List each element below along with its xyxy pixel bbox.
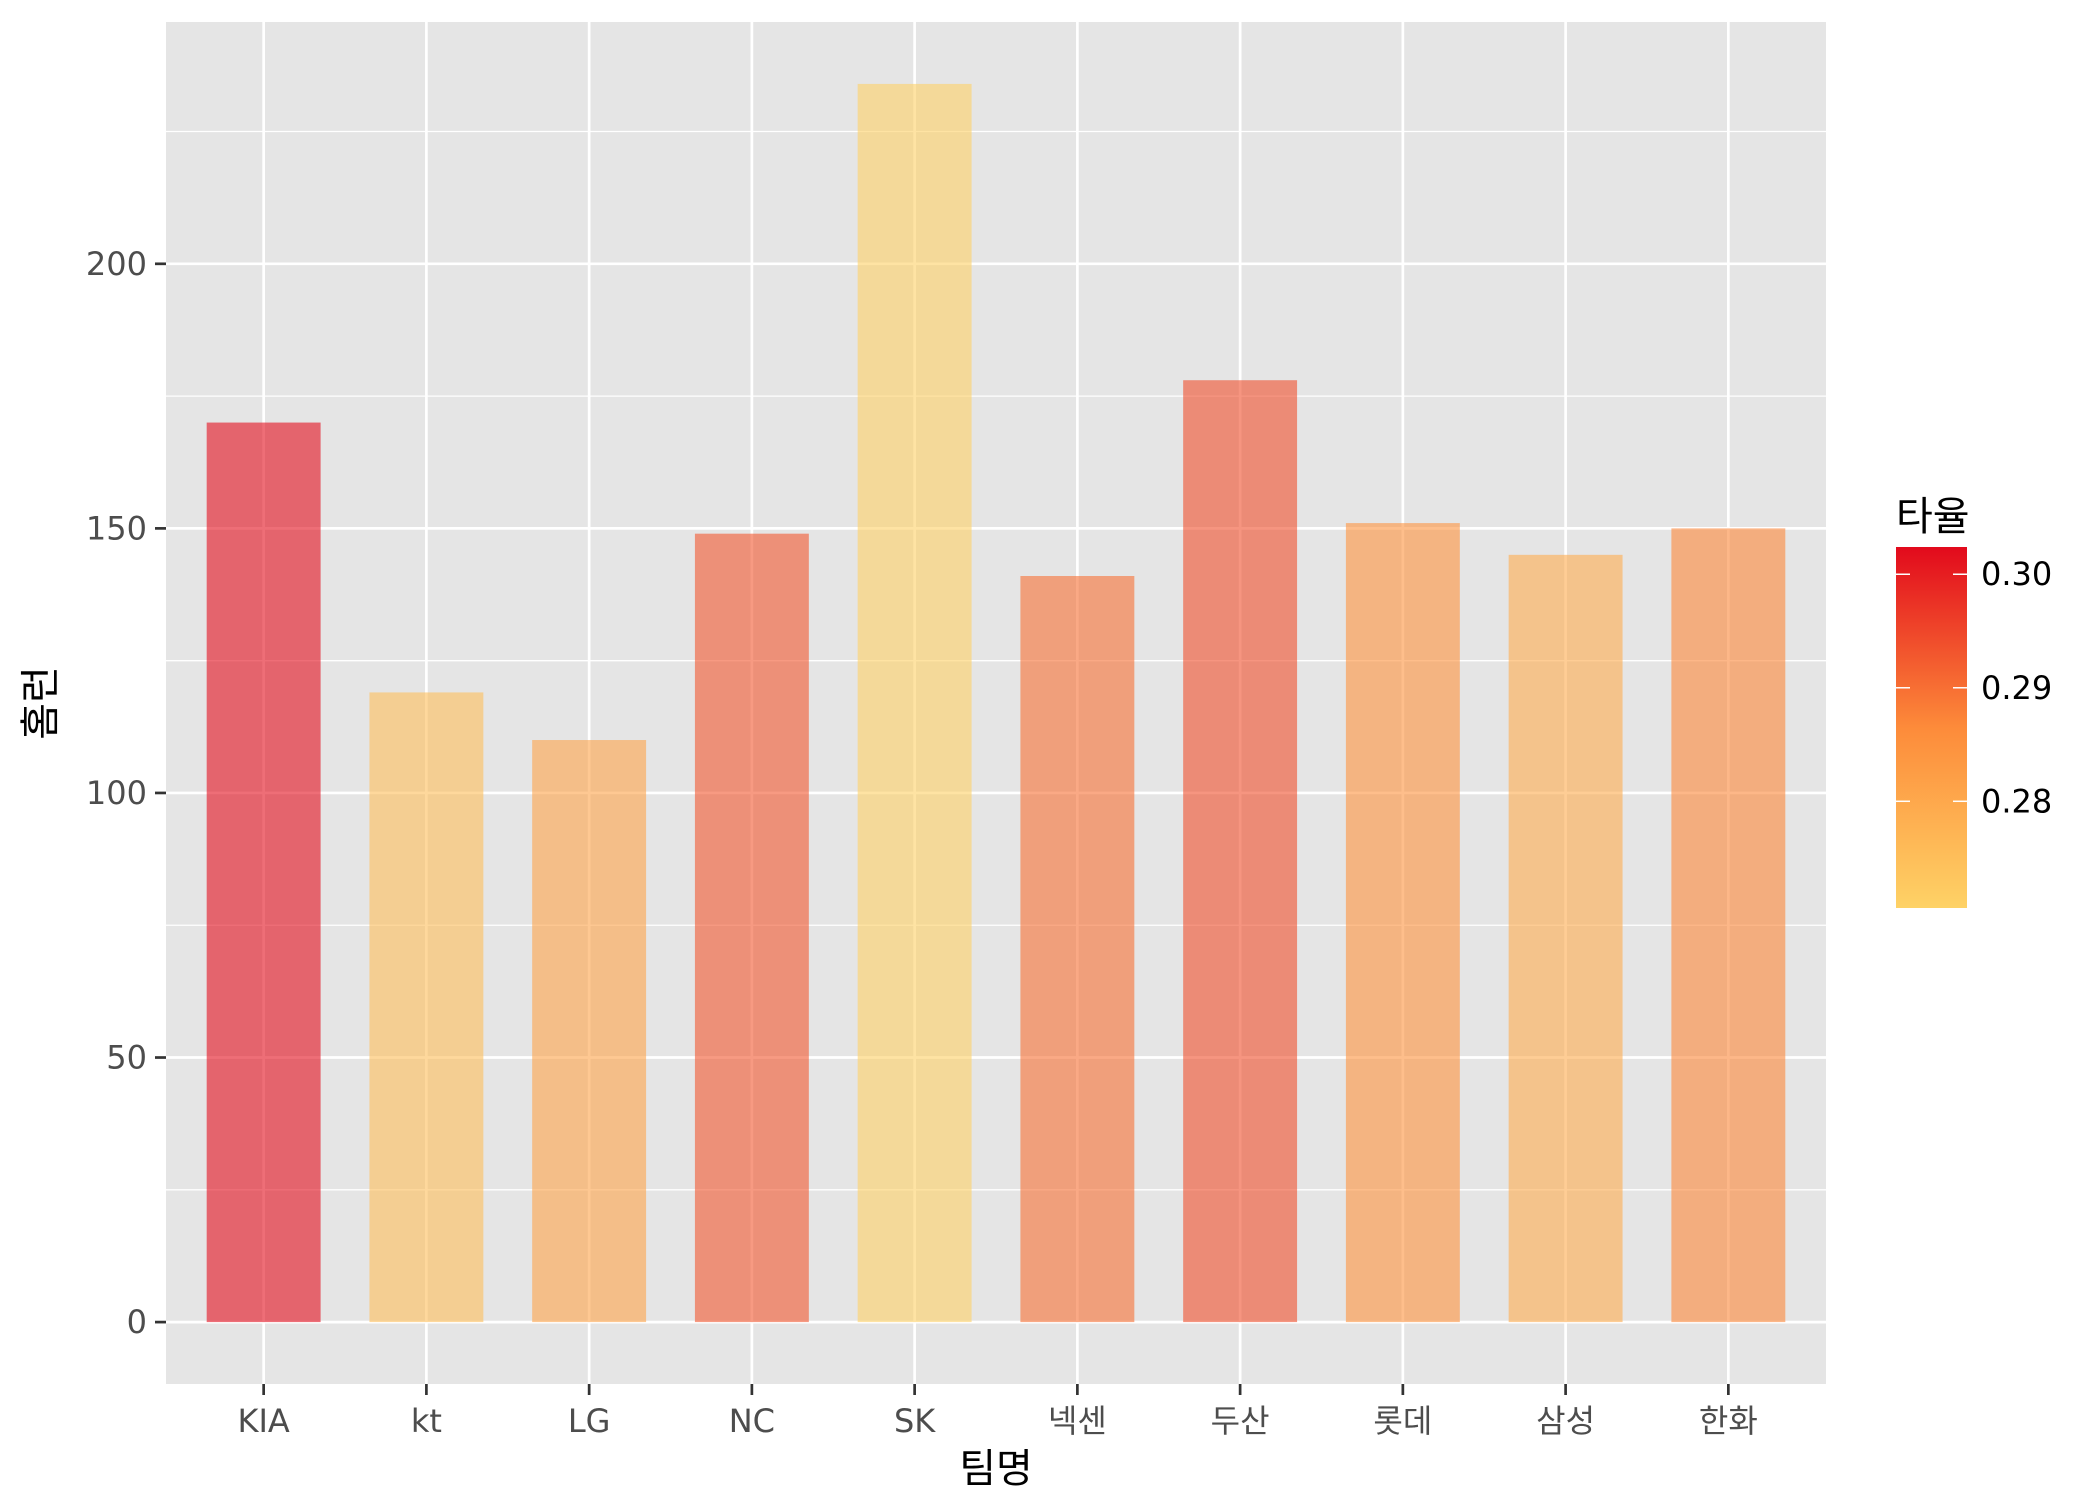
- y-axis: 0 50 100 150 200: [86, 245, 166, 1341]
- bar-넥센: [1020, 576, 1135, 1323]
- x-tick-label: LG: [568, 1402, 611, 1440]
- legend-title: 타율: [1896, 494, 1970, 540]
- y-tick-label: 100: [86, 774, 147, 812]
- legend-tick-label: 0.30: [1981, 555, 2052, 593]
- bar-SK: [857, 83, 972, 1323]
- x-tick-label: KIA: [237, 1402, 289, 1440]
- x-tick-label: NC: [729, 1402, 775, 1440]
- x-tick-label: 한화: [1699, 1402, 1758, 1440]
- y-tick-label: 0: [127, 1303, 147, 1341]
- bar-두산: [1183, 380, 1298, 1323]
- legend-tick-label: 0.29: [1981, 669, 2052, 707]
- x-tick-label: kt: [411, 1402, 442, 1440]
- bar-삼성: [1508, 554, 1623, 1323]
- x-tick-label: 넥센: [1048, 1402, 1107, 1440]
- legend-colorbar: [1896, 547, 1967, 908]
- x-axis: KIA kt LG NC SK 넥센 두산 롯데 삼성 한화: [237, 1384, 1758, 1440]
- y-tick-label: 50: [106, 1039, 147, 1077]
- y-axis-title: 홈런: [18, 666, 64, 740]
- x-tick-label: 두산: [1211, 1402, 1270, 1440]
- bar-LG: [532, 740, 647, 1323]
- bar-롯데: [1345, 523, 1460, 1323]
- y-tick-label: 200: [86, 245, 147, 283]
- bar-NC: [694, 533, 809, 1323]
- legend-tick-label: 0.28: [1981, 782, 2052, 820]
- x-tick-label: SK: [894, 1402, 936, 1440]
- y-tick-label: 150: [86, 509, 147, 547]
- bars: [206, 83, 1786, 1323]
- bar-kt: [369, 692, 484, 1323]
- bar-한화: [1671, 528, 1786, 1323]
- bar-KIA: [206, 422, 321, 1323]
- color-legend: 타율 0.28 0.29 0.30: [1896, 494, 2052, 908]
- x-tick-label: 롯데: [1373, 1402, 1432, 1440]
- x-tick-label: 삼성: [1536, 1402, 1595, 1440]
- legend-ticks: 0.28 0.29 0.30: [1896, 555, 2052, 820]
- x-axis-title: 팀명: [959, 1446, 1033, 1492]
